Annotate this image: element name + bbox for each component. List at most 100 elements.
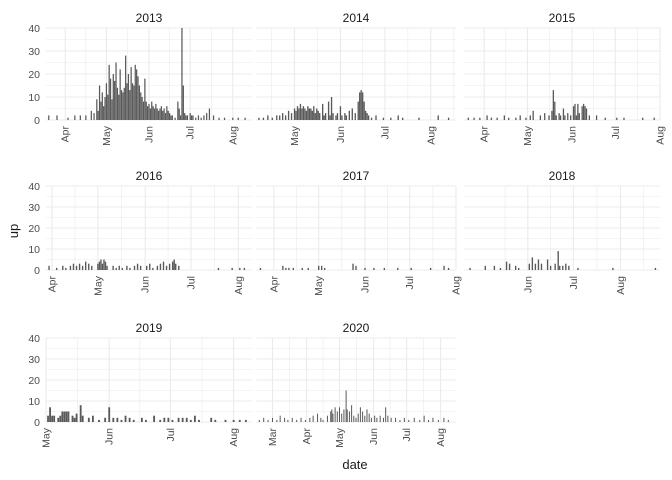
bar xyxy=(123,87,125,120)
bar xyxy=(132,419,135,422)
bar xyxy=(515,117,517,120)
bar xyxy=(582,103,585,120)
bar xyxy=(163,417,166,422)
bar xyxy=(141,97,143,120)
bar xyxy=(336,411,338,422)
bar xyxy=(447,117,450,120)
bar xyxy=(75,265,78,270)
bar xyxy=(557,251,559,270)
bar xyxy=(382,117,385,120)
bar xyxy=(486,115,488,120)
y-tick-label: 40 xyxy=(28,333,40,345)
bar xyxy=(263,417,265,422)
bar xyxy=(447,419,449,422)
bar xyxy=(353,415,355,422)
bar xyxy=(307,267,309,270)
bar xyxy=(525,117,527,120)
x-tick-label: Aug xyxy=(227,126,239,145)
bar xyxy=(423,415,425,422)
bar xyxy=(568,265,570,270)
y-tick-label: 10 xyxy=(28,92,40,104)
bar xyxy=(429,267,432,270)
bar xyxy=(559,115,562,120)
bar xyxy=(162,261,165,270)
bar xyxy=(484,265,486,270)
bar xyxy=(362,411,364,422)
bar xyxy=(239,267,241,270)
y-tick-label: 10 xyxy=(28,396,40,408)
bar xyxy=(355,265,357,270)
y-tick-label: 40 xyxy=(28,181,40,193)
bar xyxy=(343,409,345,422)
bar xyxy=(332,413,334,422)
bar xyxy=(293,108,296,120)
bar xyxy=(567,113,569,120)
bar xyxy=(355,417,357,422)
bar xyxy=(149,108,151,120)
bar xyxy=(437,115,439,120)
bar xyxy=(139,265,142,270)
bar xyxy=(345,115,348,120)
bar xyxy=(447,267,450,270)
bar xyxy=(111,99,113,120)
bar xyxy=(149,263,151,270)
panel-2020: Mar Apr May Jun Jul Aug 2020 xyxy=(256,321,456,448)
x-tick-label: May xyxy=(101,125,113,146)
bar xyxy=(153,415,156,422)
y-tick-label: 30 xyxy=(28,46,40,58)
bar xyxy=(128,417,131,422)
bar xyxy=(519,115,521,120)
bar xyxy=(279,415,281,422)
bar xyxy=(133,85,135,120)
bar xyxy=(120,90,123,120)
bar xyxy=(137,76,139,120)
bar xyxy=(383,267,386,270)
bar xyxy=(195,117,197,120)
x-tick-label: Jun xyxy=(359,276,371,293)
bar xyxy=(318,265,320,270)
bar xyxy=(84,261,87,270)
bar xyxy=(309,417,311,422)
bar xyxy=(190,115,193,120)
x-tick-label: May xyxy=(522,125,534,146)
bar xyxy=(145,419,147,422)
panel-title: 2015 xyxy=(549,11,576,25)
bar xyxy=(623,117,625,120)
bar xyxy=(307,106,309,120)
bar xyxy=(167,110,169,120)
bar xyxy=(559,265,561,270)
bar xyxy=(159,263,162,270)
bar xyxy=(231,267,233,270)
bar xyxy=(181,28,183,120)
panel-title: 2016 xyxy=(136,169,163,183)
bar xyxy=(115,267,117,270)
bar xyxy=(69,265,72,270)
bar xyxy=(168,113,171,120)
bar xyxy=(114,80,116,120)
bar xyxy=(238,419,241,422)
bar xyxy=(285,267,287,270)
bar xyxy=(119,69,121,120)
panel-title: 2020 xyxy=(343,321,370,335)
bar xyxy=(323,115,325,120)
bar xyxy=(164,113,167,120)
bar xyxy=(67,117,69,120)
bar xyxy=(544,113,546,120)
bar xyxy=(212,115,215,120)
bar xyxy=(104,261,107,270)
x-tick-label: May xyxy=(41,427,53,448)
bar xyxy=(136,263,139,270)
bar xyxy=(588,115,591,120)
bar xyxy=(370,417,372,422)
bar xyxy=(418,117,420,120)
panel-title: 2013 xyxy=(136,11,163,25)
y-tick-label: 20 xyxy=(28,69,40,81)
bar xyxy=(514,265,517,270)
bar xyxy=(370,117,373,120)
bar xyxy=(317,413,319,422)
x-tick-label: Jun xyxy=(104,428,116,445)
bar xyxy=(79,115,81,120)
bar xyxy=(112,74,114,120)
bar xyxy=(75,413,78,422)
bar xyxy=(284,115,287,120)
